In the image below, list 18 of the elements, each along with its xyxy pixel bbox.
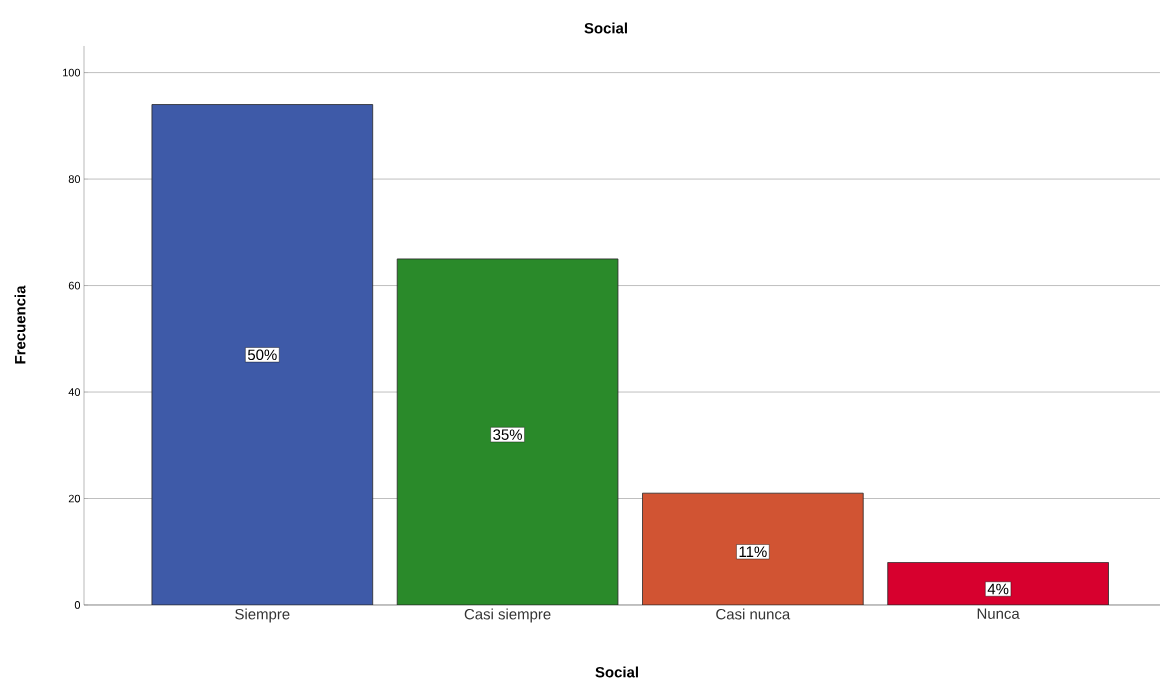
y-tick-label: 40 [68, 388, 81, 396]
annotation: 11% [739, 546, 767, 557]
x-tick-label: Casi siempre [464, 608, 551, 623]
x-tick-label: Casi nunca [716, 608, 791, 620]
y-tick-label: 60 [68, 281, 81, 290]
x-tick-label: Siempre [235, 608, 290, 623]
annotation: 50% [247, 349, 277, 361]
y-tick-label: 100 [63, 68, 81, 77]
annotation: 35% [493, 429, 522, 440]
y-tick-label: 80 [68, 175, 81, 183]
y-tick-label: 0 [74, 601, 81, 609]
bar [887, 562, 1109, 605]
x-axis-title: Social [595, 666, 638, 678]
x-tick-label: Nunca [977, 608, 1020, 619]
y-tick-label: 20 [68, 494, 81, 503]
y-axis-title: Frecuencia [14, 285, 26, 364]
annotation: 4% [987, 583, 1009, 595]
chart-title: Social [584, 22, 627, 34]
